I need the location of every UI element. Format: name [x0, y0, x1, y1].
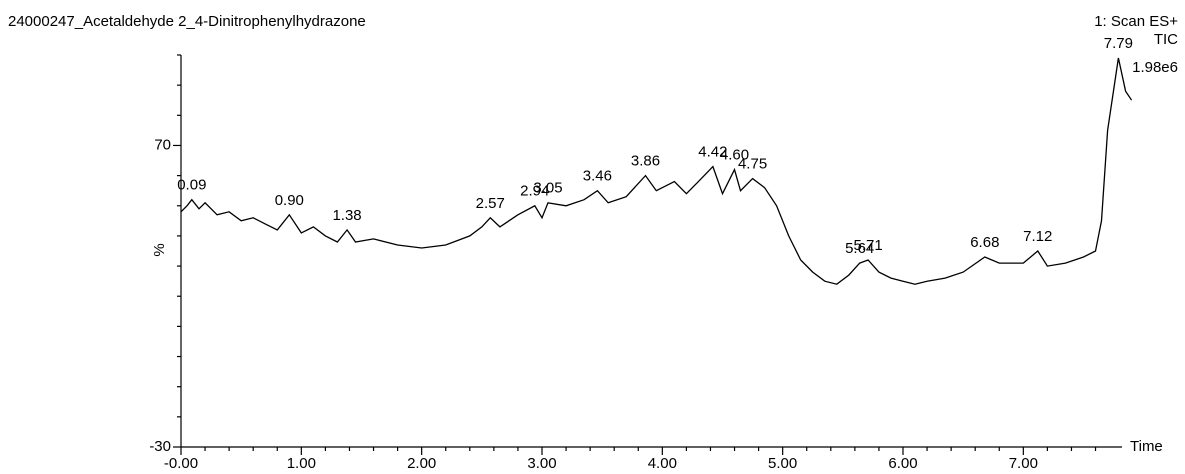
- peak-label: 3.86: [631, 153, 660, 170]
- x-tick-label: 6.00: [888, 455, 917, 472]
- peak-label: 3.46: [583, 168, 612, 185]
- x-axis-label: Time: [1130, 438, 1163, 455]
- x-tick-label: 7.00: [1009, 455, 1038, 472]
- peak-label: 7.12: [1023, 228, 1052, 245]
- x-tick-label: -0.00: [164, 455, 198, 472]
- peak-label: 7.79: [1104, 35, 1133, 52]
- chart-title: 24000247_Acetaldehyde 2_4-Dinitrophenylh…: [8, 13, 366, 30]
- x-tick-label: 3.00: [527, 455, 556, 472]
- peak-label: 5.71: [853, 237, 882, 254]
- peak-label: 0.90: [275, 192, 304, 209]
- scan-info: 1: Scan ES+: [1094, 13, 1178, 30]
- peak-label: 2.94: [520, 183, 549, 200]
- x-tick-label: 5.00: [768, 455, 797, 472]
- y-axis-label: %: [151, 243, 168, 256]
- y-tick-label: 70: [154, 136, 171, 153]
- trace-line: [180, 57, 1133, 285]
- peak-label: 2.57: [476, 195, 505, 212]
- y-tick-label: -30: [149, 438, 171, 455]
- peak-label: 3.05: [533, 180, 562, 197]
- x-tick-label: 1.00: [287, 455, 316, 472]
- peak-label: 4.42: [698, 144, 727, 161]
- peak-label: 4.75: [738, 156, 767, 173]
- x-tick-label: 2.00: [407, 455, 436, 472]
- peak-label: 4.60: [720, 147, 749, 164]
- peak-label: 0.09: [177, 177, 206, 194]
- peak-label: 5.64: [845, 240, 874, 257]
- peak-label: 6.68: [970, 234, 999, 251]
- intensity: 1.98e6: [1132, 59, 1178, 76]
- x-tick-label: 4.00: [648, 455, 677, 472]
- trace-info: TIC: [1154, 31, 1178, 48]
- peak-label: 1.38: [332, 207, 361, 224]
